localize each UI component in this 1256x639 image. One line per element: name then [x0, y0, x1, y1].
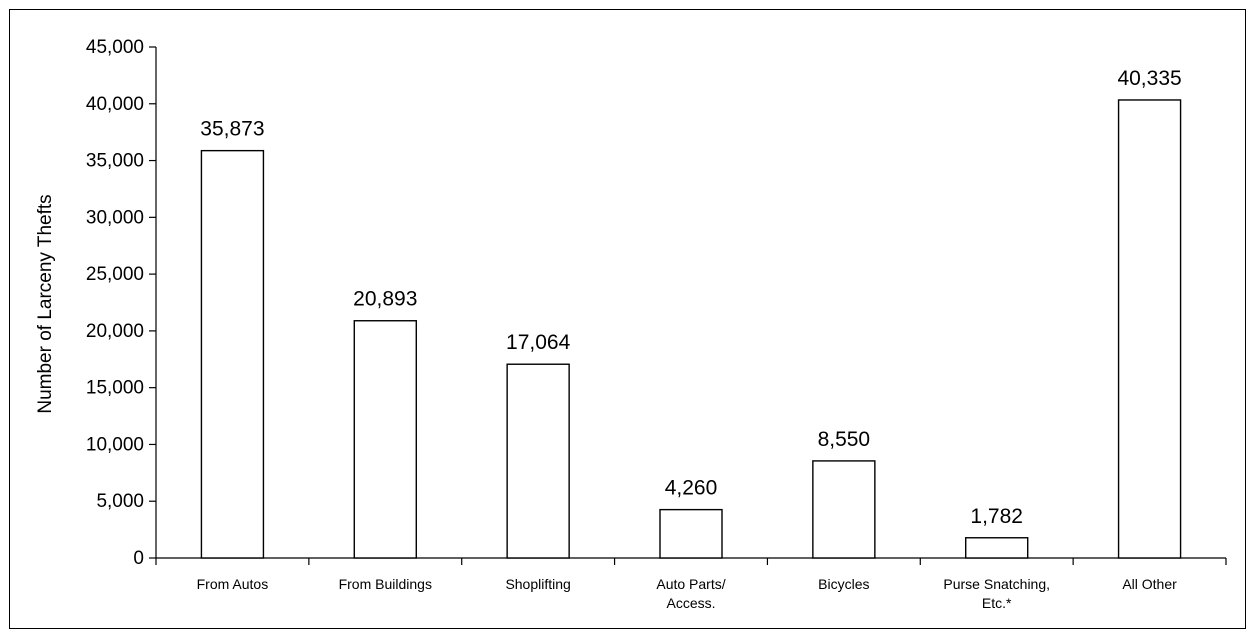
y-tick-label: 20,000	[86, 321, 144, 342]
category-label: Shoplifting	[505, 576, 570, 592]
y-tick-label: 35,000	[86, 151, 144, 172]
y-tick-label: 40,000	[86, 94, 144, 115]
data-label: 20,893	[353, 288, 417, 311]
category-label: Purse Snatching,	[943, 576, 1050, 592]
bar	[506, 363, 570, 559]
data-label: 8,550	[818, 428, 871, 451]
category-label: All Other	[1122, 576, 1177, 592]
bar	[812, 460, 876, 559]
labels: 0 5,000 10,000 15,000 20,000 25,000 30,000 35,0…	[86, 37, 1182, 611]
data-label: 4,260	[665, 477, 718, 500]
y-tick-label: 5,000	[96, 491, 144, 512]
y-tick-label: 15,000	[86, 378, 144, 399]
category-label: From Autos	[197, 576, 269, 592]
data-label: 40,335	[1117, 67, 1181, 90]
data-label: 17,064	[506, 331, 571, 354]
bar	[659, 508, 723, 559]
category-label: Auto Parts/	[656, 576, 725, 592]
bar	[1117, 99, 1182, 559]
y-tick-label: 45,000	[86, 37, 144, 58]
y-tick-label: 0	[133, 548, 144, 569]
y-axis-title: Number of Larceny Thefts	[35, 194, 56, 413]
bar	[965, 537, 1029, 559]
y-tick-label: 30,000	[86, 207, 144, 228]
category-label: Etc.*	[982, 595, 1012, 611]
data-label: 35,873	[200, 118, 264, 141]
y-tick-label: 10,000	[86, 434, 144, 455]
bars	[200, 99, 1182, 559]
bar	[200, 149, 265, 559]
data-label: 1,782	[970, 505, 1023, 528]
category-label: Access.	[666, 595, 715, 611]
y-tick-label: 25,000	[86, 264, 144, 285]
bar	[353, 320, 417, 559]
category-label: Bicycles	[818, 576, 869, 592]
y-axis-title-group: Number of Larceny Thefts	[35, 194, 56, 413]
category-label: From Buildings	[339, 576, 432, 592]
